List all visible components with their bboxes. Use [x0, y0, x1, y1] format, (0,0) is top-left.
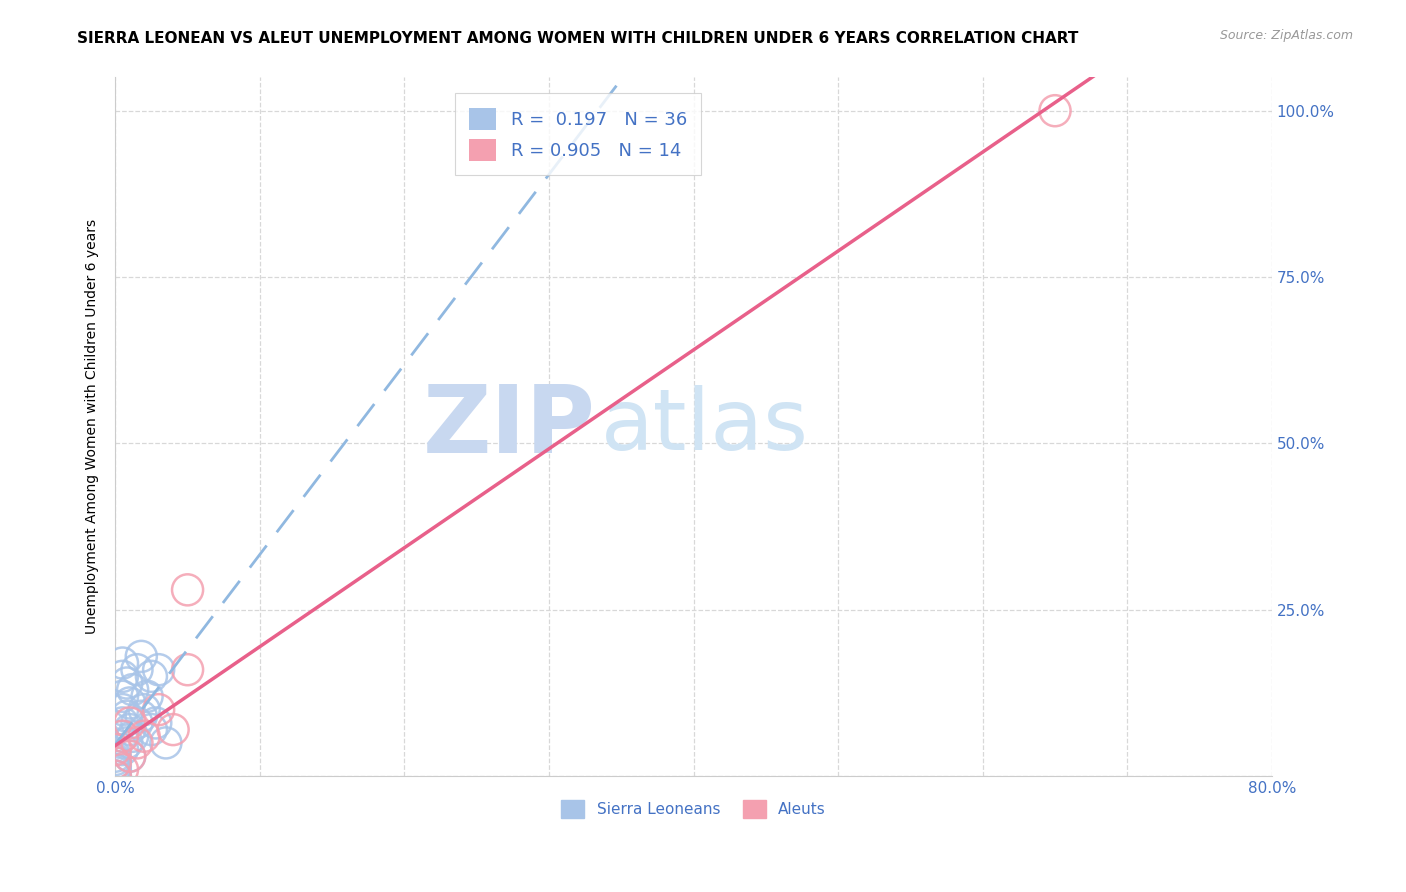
Point [118, 723, 141, 737]
Point [111, 729, 134, 743]
Point [125, 663, 148, 677]
Point [115, 709, 138, 723]
Point [111, 763, 134, 777]
Point [1043, 103, 1066, 118]
Point [145, 715, 167, 730]
Point [129, 649, 152, 664]
Point [104, 752, 127, 766]
Point [111, 656, 134, 670]
Point [104, 756, 127, 770]
Point [104, 756, 127, 770]
Point [118, 715, 141, 730]
Point [104, 749, 127, 764]
Point [162, 723, 184, 737]
Point [141, 723, 163, 737]
Legend: Sierra Leoneans, Aleuts: Sierra Leoneans, Aleuts [555, 794, 832, 824]
Point [121, 729, 143, 743]
Point [118, 749, 141, 764]
Point [104, 763, 127, 777]
Point [176, 582, 198, 597]
Point [115, 736, 138, 750]
Point [115, 676, 138, 690]
Text: ZIP: ZIP [422, 381, 595, 473]
Point [134, 703, 156, 717]
Point [155, 736, 177, 750]
Point [148, 703, 170, 717]
Point [176, 663, 198, 677]
Point [125, 715, 148, 730]
Point [111, 729, 134, 743]
Point [104, 765, 127, 780]
Point [136, 690, 159, 704]
Point [111, 742, 134, 756]
Point [121, 682, 143, 697]
Point [134, 729, 156, 743]
Point [104, 769, 127, 783]
Y-axis label: Unemployment Among Women with Children Under 6 years: Unemployment Among Women with Children U… [86, 219, 100, 634]
Point [104, 769, 127, 783]
Point [111, 703, 134, 717]
Point [104, 759, 127, 773]
Point [118, 696, 141, 710]
Text: atlas: atlas [600, 385, 808, 468]
Text: SIERRA LEONEAN VS ALEUT UNEMPLOYMENT AMONG WOMEN WITH CHILDREN UNDER 6 YEARS COR: SIERRA LEONEAN VS ALEUT UNEMPLOYMENT AMO… [77, 31, 1078, 46]
Point [111, 715, 134, 730]
Point [141, 669, 163, 683]
Point [111, 690, 134, 704]
Point [148, 663, 170, 677]
Point [118, 749, 141, 764]
Point [125, 736, 148, 750]
Point [129, 709, 152, 723]
Point [104, 769, 127, 783]
Point [104, 742, 127, 756]
Point [104, 763, 127, 777]
Text: Source: ZipAtlas.com: Source: ZipAtlas.com [1219, 29, 1353, 42]
Point [111, 669, 134, 683]
Point [104, 769, 127, 783]
